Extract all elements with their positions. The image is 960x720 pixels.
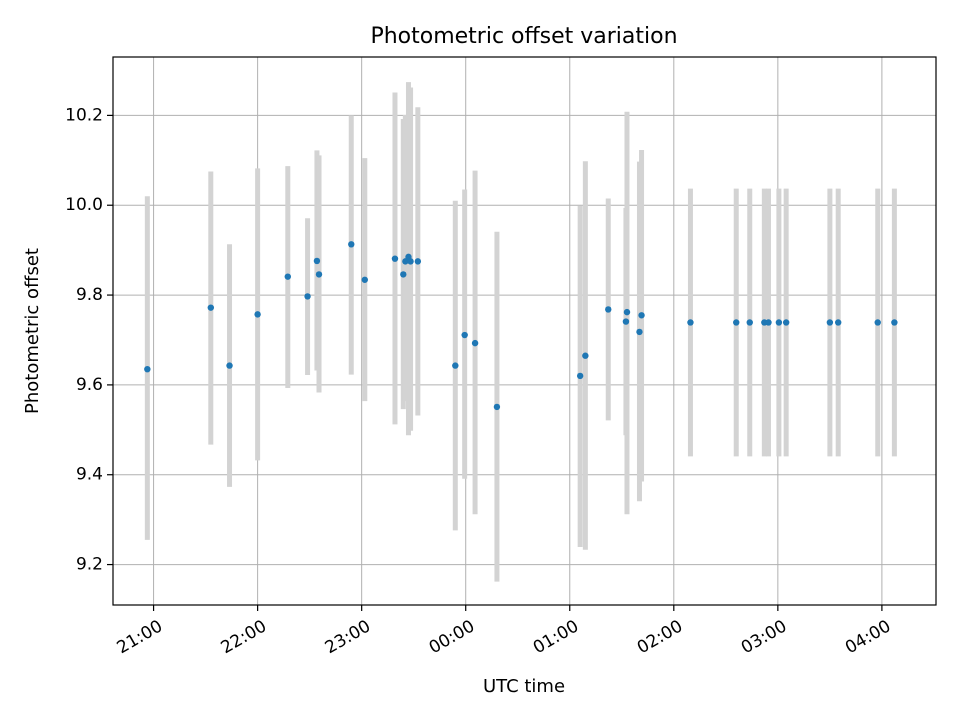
y-tick-label: 9.8 bbox=[76, 285, 103, 305]
x-tick-label: 23:00 bbox=[322, 616, 374, 658]
data-point bbox=[414, 258, 422, 265]
data-point bbox=[775, 319, 783, 326]
data-point bbox=[284, 273, 291, 280]
data-point bbox=[687, 319, 694, 326]
data-point bbox=[782, 319, 790, 326]
data-point bbox=[874, 319, 881, 326]
y-tick-label: 9.4 bbox=[76, 465, 103, 485]
x-axis-ticks: 21:00 22:00 23:00 00:00 01:00 02:00 03:00 04:00 bbox=[114, 605, 894, 658]
y-axis-label: Photometric offset bbox=[22, 248, 43, 414]
x-tick-label: 04:00 bbox=[842, 616, 894, 658]
data-point bbox=[636, 328, 643, 336]
data-point bbox=[254, 311, 261, 318]
x-axis-label: UTC time bbox=[483, 676, 565, 697]
data-point bbox=[623, 308, 631, 316]
error-bars bbox=[144, 82, 897, 582]
data-point bbox=[765, 319, 772, 326]
plot-frame bbox=[112, 56, 937, 606]
data-point bbox=[361, 276, 368, 283]
x-tick-label: 22:00 bbox=[218, 616, 270, 658]
x-tick-label: 21:00 bbox=[114, 616, 166, 658]
data-point bbox=[826, 319, 834, 326]
data-point bbox=[226, 362, 233, 369]
data-point bbox=[452, 362, 459, 369]
data-point bbox=[313, 257, 321, 265]
data-point bbox=[733, 319, 740, 326]
data-point bbox=[582, 352, 589, 359]
data-point bbox=[461, 331, 468, 339]
data-point bbox=[746, 319, 753, 326]
y-tick-label: 9.6 bbox=[76, 375, 103, 395]
data-point bbox=[638, 312, 645, 319]
data-point bbox=[402, 258, 409, 265]
data-point bbox=[834, 319, 842, 326]
x-tick-label: 01:00 bbox=[530, 616, 582, 658]
y-tick-label: 10.2 bbox=[65, 105, 103, 125]
data-point bbox=[493, 403, 501, 411]
x-tick-label: 03:00 bbox=[738, 616, 790, 658]
x-tick-label: 00:00 bbox=[426, 616, 478, 658]
data-point bbox=[891, 319, 898, 326]
y-tick-label: 10.0 bbox=[65, 195, 103, 215]
data-point bbox=[622, 318, 630, 325]
data-point bbox=[576, 372, 584, 380]
chart-title: Photometric offset variation bbox=[370, 24, 677, 49]
data-points bbox=[144, 241, 898, 411]
x-tick-label: 02:00 bbox=[634, 616, 686, 658]
data-point bbox=[471, 339, 479, 347]
y-axis-ticks: 9.2 9.4 9.6 9.8 10.0 10.2 bbox=[65, 105, 113, 575]
data-point bbox=[207, 304, 215, 311]
data-point bbox=[348, 241, 355, 248]
data-point bbox=[391, 255, 399, 262]
y-tick-label: 9.2 bbox=[76, 555, 103, 575]
grid bbox=[113, 57, 936, 605]
data-point bbox=[407, 258, 414, 265]
data-point bbox=[605, 306, 612, 313]
data-point bbox=[400, 271, 407, 278]
data-point bbox=[315, 271, 323, 278]
data-point bbox=[144, 365, 151, 373]
data-point bbox=[304, 293, 311, 300]
